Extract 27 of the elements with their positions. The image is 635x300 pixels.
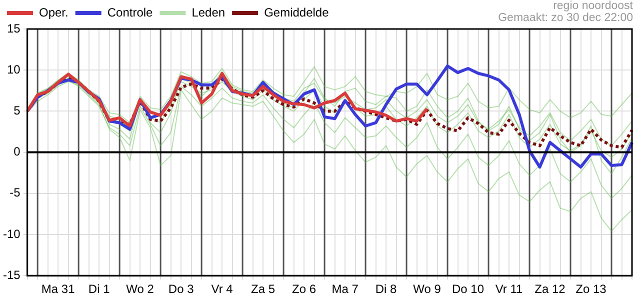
x-tick-label: Vr 4: [211, 282, 234, 296]
x-tick-label: Vr 11: [495, 282, 524, 296]
x-tick-label: Do 10: [452, 282, 484, 296]
legend-label: Leden: [192, 5, 226, 20]
x-tick-label: Wo 9: [413, 282, 442, 296]
text: regio noordoost: [552, 0, 633, 12]
x-tick-label: Za 5: [251, 282, 276, 296]
text: Gemaakt: zo 30 dec 22:00: [498, 12, 633, 24]
legend-label: Gemiddelde: [264, 5, 330, 20]
y-tick-label: 10: [6, 62, 21, 76]
x-tick-label: Ma 7: [332, 282, 359, 296]
x-tick-label: Di 1: [88, 282, 110, 296]
x-tick-label: Do 3: [168, 282, 194, 296]
y-tick-label: 0: [14, 144, 21, 159]
y-tick-label: 15: [6, 21, 21, 36]
x-tick-label: Ma 31: [41, 282, 76, 296]
x-tick-label: Wo 2: [126, 282, 154, 296]
legend-label: Controle: [107, 5, 154, 20]
legend-label: Oper.: [39, 5, 68, 20]
x-tick-label: Di 8: [375, 282, 398, 296]
x-tick-label: Zo 13: [576, 282, 607, 296]
y-tick-label: -10: [3, 226, 21, 241]
x-tick-label: Za 12: [534, 282, 566, 296]
y-tick-label: -15: [3, 268, 21, 282]
x-tick-label: Zo 6: [292, 282, 316, 296]
y-tick-label: 5: [14, 104, 21, 118]
y-tick-label: -5: [10, 186, 21, 200]
